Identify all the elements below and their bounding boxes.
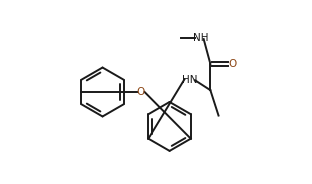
Text: O: O <box>228 59 236 69</box>
Text: HN: HN <box>182 75 197 85</box>
Text: O: O <box>136 87 145 97</box>
Text: NH: NH <box>193 33 208 43</box>
